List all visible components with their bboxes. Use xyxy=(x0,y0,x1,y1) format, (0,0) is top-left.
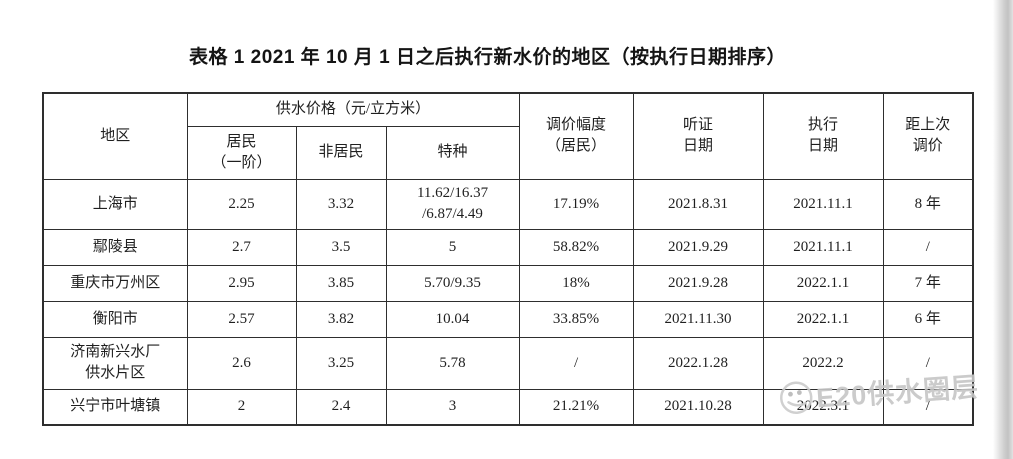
cell-special-price: 5.78 xyxy=(385,336,520,390)
cell-nonresident-price: 2.4 xyxy=(295,388,387,426)
cell-adjustment: 33.85% xyxy=(518,300,634,338)
header-price-resident: 居民 （一阶） xyxy=(186,125,297,180)
cell-effective-date: 2022.1.1 xyxy=(762,300,884,338)
header-effective-date: 执行 日期 xyxy=(762,92,884,180)
cell-region: 重庆市万州区 xyxy=(42,264,188,302)
cell-region: 济南新兴水厂 供水片区 xyxy=(42,336,188,390)
header-since-last-adjustment: 距上次 调价 xyxy=(882,92,974,180)
water-price-table: 地区 供水价格（元/立方米） 调价幅度 （居民） 听证 日期 执行 日期 距上次… xyxy=(42,92,975,426)
cell-region: 衡阳市 xyxy=(42,300,188,338)
cell-adjustment: 58.82% xyxy=(518,228,634,266)
cell-since-last: 6 年 xyxy=(882,300,974,338)
cell-region: 鄢陵县 xyxy=(42,228,188,266)
cell-nonresident-price: 3.25 xyxy=(295,336,387,390)
cell-since-last: / xyxy=(882,388,974,426)
cell-special-price: 10.04 xyxy=(385,300,520,338)
cell-nonresident-price: 3.5 xyxy=(295,228,387,266)
header-region: 地区 xyxy=(42,92,188,180)
cell-special-price: 5.70/9.35 xyxy=(385,264,520,302)
cell-since-last: / xyxy=(882,228,974,266)
header-row-1: 地区 供水价格（元/立方米） 调价幅度 （居民） 听证 日期 执行 日期 距上次… xyxy=(42,92,974,180)
cell-resident-price: 2.7 xyxy=(186,228,297,266)
header-hearing-date: 听证 日期 xyxy=(632,92,764,180)
cell-special-price: 3 xyxy=(385,388,520,426)
cell-effective-date: 2022.2 xyxy=(762,336,884,390)
cell-hearing-date: 2021.9.28 xyxy=(632,264,764,302)
page-edge-scrollbar[interactable] xyxy=(993,0,1013,459)
cell-special-price: 11.62/16.37 /6.87/4.49 xyxy=(385,178,520,230)
cell-effective-date: 2022.1.1 xyxy=(762,264,884,302)
header-row-2: 居民 （一阶） 非居民 特种 xyxy=(43,125,973,180)
table-row: 重庆市万州区 2.95 3.85 5.70/9.35 18% 2021.9.28… xyxy=(42,264,974,302)
cell-adjustment: 21.21% xyxy=(518,388,634,426)
header-price-special: 特种 xyxy=(385,125,520,180)
cell-resident-price: 2.6 xyxy=(186,336,297,390)
cell-resident-price: 2.25 xyxy=(186,178,297,230)
cell-adjustment: 17.19% xyxy=(518,178,634,230)
cell-nonresident-price: 3.85 xyxy=(295,264,387,302)
table-row: 兴宁市叶塘镇 2 2.4 3 21.21% 2021.10.28 2022.3.… xyxy=(42,388,974,426)
cell-adjustment: / xyxy=(518,336,634,390)
cell-since-last: / xyxy=(882,336,974,390)
header-price-group: 供水价格（元/立方米） xyxy=(186,92,520,127)
cell-since-last: 7 年 xyxy=(882,264,974,302)
cell-region: 兴宁市叶塘镇 xyxy=(42,388,188,426)
table-row: 衡阳市 2.57 3.82 10.04 33.85% 2021.11.30 20… xyxy=(42,300,974,338)
cell-resident-price: 2 xyxy=(186,388,297,426)
table-row: 济南新兴水厂 供水片区 2.6 3.25 5.78 / 2022.1.28 20… xyxy=(42,336,974,390)
header-adjustment-range: 调价幅度 （居民） xyxy=(518,92,634,180)
cell-resident-price: 2.95 xyxy=(186,264,297,302)
cell-since-last: 8 年 xyxy=(882,178,974,230)
cell-hearing-date: 2021.9.29 xyxy=(632,228,764,266)
cell-resident-price: 2.57 xyxy=(186,300,297,338)
cell-region: 上海市 xyxy=(42,178,188,230)
header-price-nonresident: 非居民 xyxy=(295,125,387,180)
cell-hearing-date: 2022.1.28 xyxy=(632,336,764,390)
cell-effective-date: 2021.11.1 xyxy=(762,228,884,266)
cell-nonresident-price: 3.82 xyxy=(295,300,387,338)
cell-hearing-date: 2021.8.31 xyxy=(632,178,764,230)
cell-effective-date: 2022.3.1 xyxy=(762,388,884,426)
cell-special-price: 5 xyxy=(385,228,520,266)
cell-effective-date: 2021.11.1 xyxy=(762,178,884,230)
cell-hearing-date: 2021.11.30 xyxy=(632,300,764,338)
cell-hearing-date: 2021.10.28 xyxy=(632,388,764,426)
table-row: 鄢陵县 2.7 3.5 5 58.82% 2021.9.29 2021.11.1… xyxy=(42,228,974,266)
table-row: 上海市 2.25 3.32 11.62/16.37 /6.87/4.49 17.… xyxy=(42,178,974,230)
cell-nonresident-price: 3.32 xyxy=(295,178,387,230)
cell-adjustment: 18% xyxy=(518,264,634,302)
table-caption: 表格 1 2021 年 10 月 1 日之后执行新水价的地区（按执行日期排序） xyxy=(189,47,786,68)
